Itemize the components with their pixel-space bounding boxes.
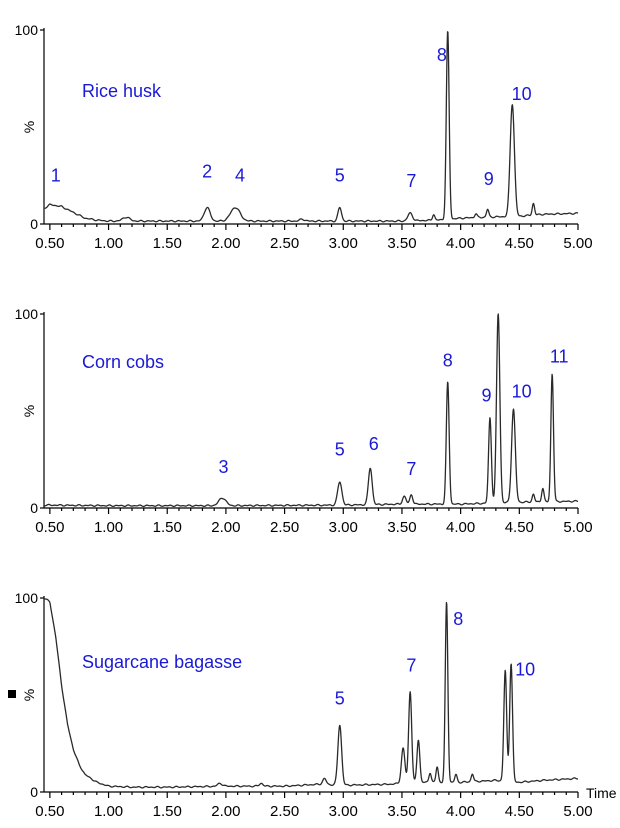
panel-marker-square (8, 690, 16, 698)
x-tick-label: 3.00 (329, 519, 358, 536)
x-tick-label: 3.00 (329, 235, 358, 252)
x-tick-label: 4.00 (446, 519, 475, 536)
peak-label: 10 (512, 84, 532, 104)
y-tick-label: 0 (30, 784, 38, 800)
peak-label: 5 (335, 440, 345, 460)
x-tick-label: 2.00 (211, 803, 240, 820)
x-axis-label: Time (586, 785, 617, 801)
y-axis-label: % (21, 121, 37, 133)
x-tick-label: 4.50 (505, 803, 534, 820)
y-tick-label: 100 (15, 306, 39, 322)
y-tick-label: 0 (30, 216, 38, 232)
x-tick-label: 1.50 (153, 519, 182, 536)
sample-name-label: Rice husk (82, 81, 162, 101)
peak-label: 5 (335, 165, 345, 185)
x-tick-label: 1.50 (153, 803, 182, 820)
y-axis-label: % (21, 405, 37, 417)
x-tick-label: 2.50 (270, 803, 299, 820)
peak-label: 2 (202, 161, 212, 181)
peak-label: 5 (335, 689, 345, 709)
peak-label: 1 (51, 165, 61, 185)
x-tick-label: 2.50 (270, 235, 299, 252)
peak-label: 10 (515, 660, 535, 680)
chromatogram-trace (43, 313, 579, 508)
peak-label: 8 (453, 609, 463, 629)
x-tick-label: 0.50 (35, 519, 64, 536)
peak-label: 7 (406, 656, 416, 676)
x-tick-label: 0.50 (35, 235, 64, 252)
x-tick-label: 2.00 (211, 235, 240, 252)
x-tick-label: 1.00 (94, 519, 123, 536)
peak-label: 7 (406, 459, 416, 479)
x-tick-label: 4.00 (446, 803, 475, 820)
peak-label: 8 (443, 350, 453, 370)
x-tick-label: 4.50 (505, 519, 534, 536)
sample-name-label: Corn cobs (82, 352, 164, 372)
chromatogram-panel-1: 0 100% 0.50 1.00 1.50 2.00 2.50 3.00 3.50 4.00 4.5… (15, 22, 593, 252)
peak-label: 11 (550, 347, 569, 367)
peak-label: 7 (406, 171, 416, 191)
peak-label: 4 (235, 165, 245, 185)
peak-label: 8 (437, 45, 447, 65)
x-tick-label: 3.50 (387, 519, 416, 536)
x-tick-label: 4.50 (505, 235, 534, 252)
sample-name-label: Sugarcane bagasse (82, 652, 242, 672)
x-tick-label: 3.50 (387, 803, 416, 820)
x-tick-label: 2.50 (270, 519, 299, 536)
x-tick-label: 1.00 (94, 803, 123, 820)
chromatogram-panel-2: 0 100% 0.50 1.00 1.50 2.00 2.50 3.00 3.50 4.00 4.5… (15, 306, 593, 536)
peak-label: 9 (481, 385, 491, 405)
peak-label: 10 (512, 381, 532, 401)
x-tick-label: 5.00 (563, 235, 592, 252)
x-tick-label: 3.50 (387, 235, 416, 252)
x-tick-label: 1.50 (153, 235, 182, 252)
x-tick-label: 1.00 (94, 235, 123, 252)
x-tick-label: 4.00 (446, 235, 475, 252)
x-tick-label: 5.00 (563, 519, 592, 536)
x-tick-label: 2.00 (211, 519, 240, 536)
chromatogram-trace (43, 598, 579, 789)
chromatogram-panel-3: 0 100% 0.50 1.00 1.50 2.00 2.50 3.00 3.50 4.00 4.5… (15, 590, 617, 820)
y-tick-label: 100 (15, 22, 39, 38)
peak-label: 3 (219, 457, 229, 477)
chromatogram-trace (43, 31, 579, 223)
y-tick-label: 0 (30, 500, 38, 516)
x-tick-label: 3.00 (329, 803, 358, 820)
peak-label: 6 (369, 434, 379, 454)
x-tick-label: 0.50 (35, 803, 64, 820)
peak-label: 9 (484, 169, 494, 189)
x-tick-label: 5.00 (563, 803, 592, 820)
y-tick-label: 100 (15, 590, 39, 606)
y-axis-label: % (21, 689, 37, 701)
